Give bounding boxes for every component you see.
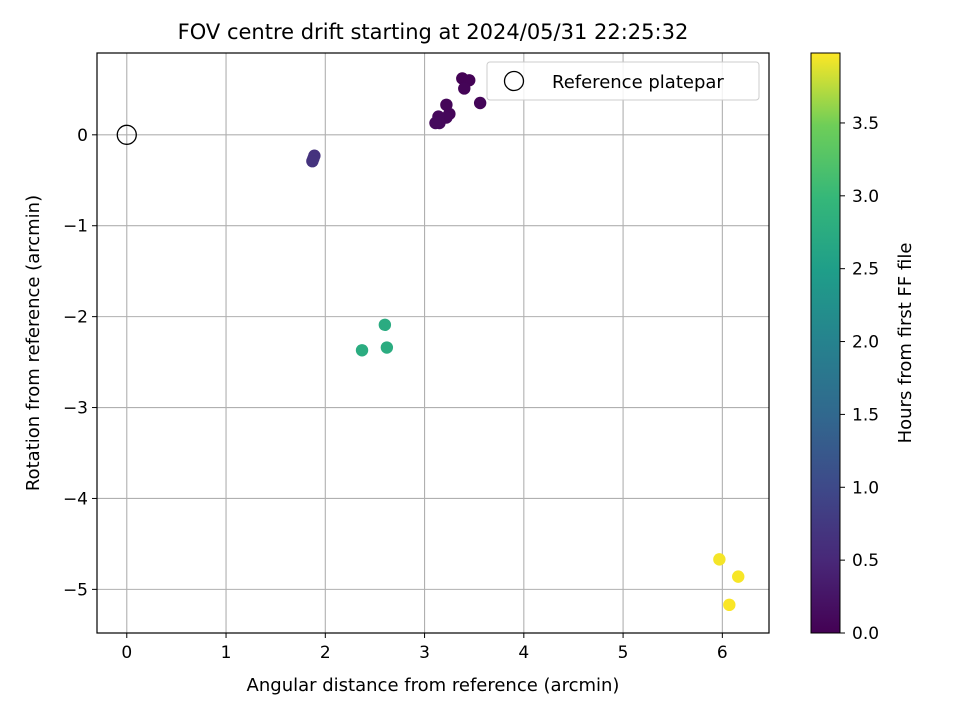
data-point bbox=[378, 318, 392, 332]
reference-platepar-marker bbox=[116, 124, 137, 145]
colorbar-label: Hours from first FF file bbox=[895, 243, 916, 444]
colorbar-gradient bbox=[810, 52, 841, 634]
y-tick-label: −3 bbox=[63, 399, 88, 419]
legend-label-reference: Reference platepar bbox=[552, 72, 724, 93]
x-tick-label: 5 bbox=[618, 643, 629, 663]
data-point bbox=[458, 82, 471, 95]
x-tick-label: 6 bbox=[717, 643, 728, 663]
colorbar-tick-label: 3.0 bbox=[852, 187, 879, 207]
y-tick-label: −2 bbox=[63, 308, 88, 328]
data-points bbox=[116, 72, 745, 612]
data-point bbox=[473, 96, 487, 110]
y-axis-label: Rotation from reference (arcmin) bbox=[23, 195, 44, 491]
y-tick-label: −5 bbox=[63, 580, 88, 600]
legend-reference-marker bbox=[503, 70, 525, 92]
x-tick-label: 4 bbox=[518, 643, 529, 663]
y-tick-label: 0 bbox=[77, 126, 88, 146]
x-tick-label: 2 bbox=[320, 643, 331, 663]
data-point bbox=[429, 116, 442, 130]
data-point bbox=[723, 598, 736, 612]
chart-title: FOV centre drift starting at 2024/05/31 … bbox=[178, 20, 689, 44]
x-tick-label: 0 bbox=[121, 643, 132, 663]
x-axis-label: Angular distance from reference (arcmin) bbox=[247, 675, 620, 696]
colorbar-tick-label: 0.0 bbox=[852, 624, 879, 644]
colorbar-ticks: 0.0 0.5 1.0 1.5 2.0 2.5 3.0 3.5 bbox=[840, 114, 879, 644]
y-axis-ticks: 0 −1 −2 −3 −4 −5 bbox=[63, 126, 97, 600]
data-point bbox=[355, 344, 369, 357]
colorbar: 0.0 0.5 1.0 1.5 2.0 2.5 3.0 3.5 Hours from firs… bbox=[810, 52, 916, 644]
colorbar-tick-label: 2.5 bbox=[852, 260, 879, 280]
colorbar-tick-label: 3.5 bbox=[852, 114, 879, 134]
data-point bbox=[713, 553, 726, 566]
x-axis-ticks: 0 1 2 3 4 5 6 bbox=[121, 633, 728, 663]
data-point bbox=[732, 570, 745, 583]
legend: Reference platepar bbox=[486, 61, 760, 101]
data-point bbox=[380, 341, 394, 354]
data-point bbox=[306, 154, 319, 168]
colorbar-tick-label: 0.5 bbox=[852, 551, 879, 571]
plot-frame bbox=[96, 52, 770, 634]
y-tick-label: −4 bbox=[63, 489, 88, 509]
grid bbox=[97, 53, 769, 633]
colorbar-tick-label: 2.0 bbox=[852, 333, 879, 353]
x-tick-label: 1 bbox=[221, 643, 232, 663]
colorbar-tick-label: 1.0 bbox=[852, 478, 879, 498]
y-tick-label: −1 bbox=[63, 217, 88, 237]
x-tick-label: 3 bbox=[419, 643, 430, 663]
legend-box bbox=[486, 61, 760, 101]
colorbar-tick-label: 1.5 bbox=[852, 405, 879, 425]
